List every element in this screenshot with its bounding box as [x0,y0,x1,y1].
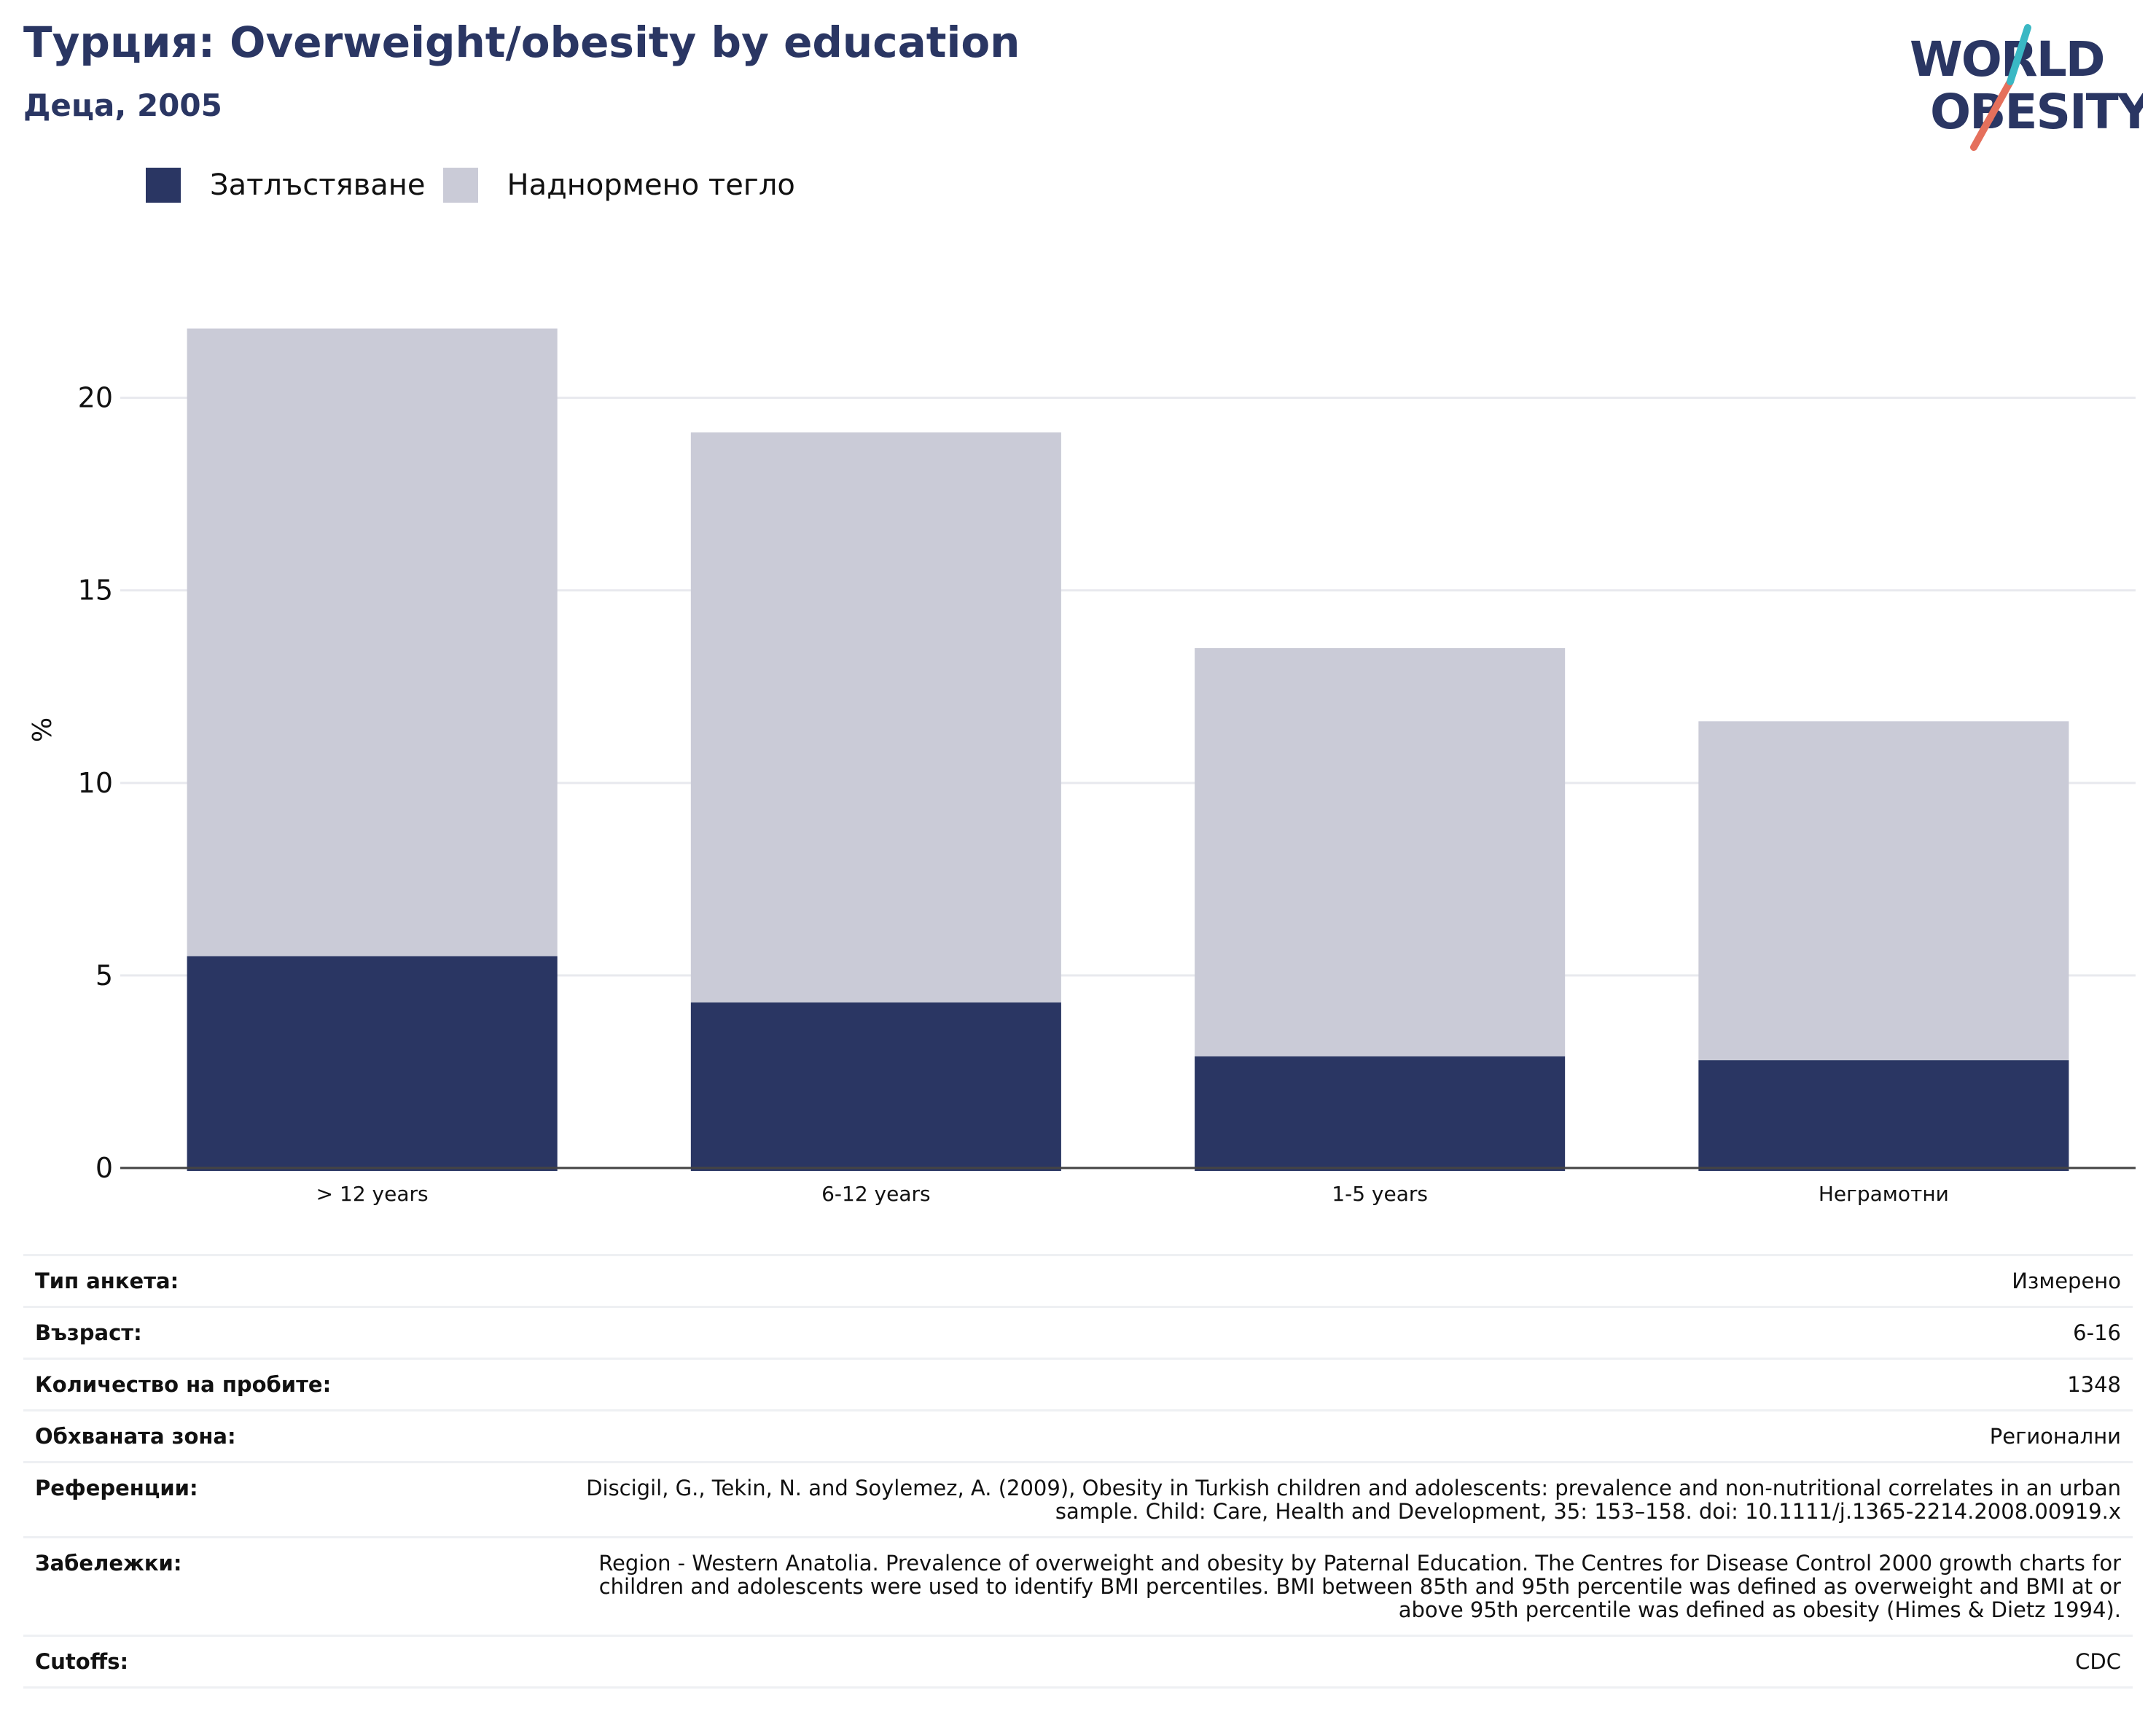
legend-item-obesity: Затлъстяване [146,168,426,203]
stacked-bar-chart: 0 5 10 15 20% > 12 years 6-12 years 1-5 years Не… [28,328,2136,1206]
meta-row-notes: Забележки: Region - Western Anatolia. Pr… [23,1536,2133,1635]
y-tick-label: 0 [95,1152,113,1184]
x-tick-label: > 12 years [316,1182,429,1206]
meta-label: Обхваната зона: [35,1424,236,1449]
bar-overweight [1195,647,1566,1056]
y-axis-label: % [28,717,58,742]
legend-swatch-overweight [442,168,478,203]
logo-slash-orange [1970,78,2014,151]
logo-slash-teal [2007,24,2031,85]
y-tick-label: 10 [78,767,113,799]
chart-legend: Затлъстяване Наднормено тегло [146,168,813,203]
meta-value: 6-16 [2073,1320,2121,1345]
meta-row-sample-size: Количество на пробите: 1348 [23,1358,2133,1409]
y-tick-label: 15 [78,575,113,607]
legend-label-overweight: Наднормено тегло [507,168,795,202]
legend-item-overweight: Наднормено тегло [442,168,795,203]
logo-word-world: WORLD [1910,31,2104,87]
meta-label: Възраст: [35,1320,142,1345]
x-tick-label: Неграмотни [1819,1182,1949,1206]
bar-obesity [1698,1060,2069,1171]
logo-word-obesity: OBESITY [1930,84,2143,140]
meta-row-area-covered: Обхваната зона: Регионални [23,1409,2133,1461]
meta-label: Cutoffs: [35,1649,129,1674]
meta-value: Region - Western Anatolia. Prevalence of… [598,1551,2121,1622]
bar-obesity [187,956,558,1171]
y-tick-label: 5 [95,959,113,992]
meta-label: Тип анкета: [35,1269,179,1293]
page-subtitle: Деца, 2005 [23,87,222,123]
meta-value: Регионални [1989,1424,2121,1449]
page-title: Турция: Overweight/obesity by education [23,17,1020,67]
meta-value: Discigil, G., Tekin, N. and Soylemez, A.… [586,1476,2121,1524]
meta-label: Референции: [35,1476,198,1500]
bar-obesity [1195,1056,1566,1171]
meta-row-references: Референции: Discigil, G., Tekin, N. and … [23,1461,2133,1536]
meta-row-age: Възраст: 6-16 [23,1306,2133,1358]
meta-row-survey-type: Тип анкета: Измерено [23,1254,2133,1306]
bar-overweight [1698,721,2069,1061]
meta-value: Измерено [2012,1269,2121,1293]
legend-swatch-obesity [146,168,181,203]
x-tick-label: 1-5 years [1332,1182,1428,1206]
meta-value: CDC [2075,1649,2121,1674]
bar-obesity [690,1002,1061,1171]
meta-label: Забележки: [35,1551,182,1576]
legend-label-obesity: Затлъстяване [210,168,426,202]
world-obesity-logo-icon: WORLD OBESITY [1910,24,2143,151]
meta-value: 1348 [2067,1372,2121,1397]
world-obesity-logo: WORLD OBESITY [1895,17,2143,156]
bar-overweight [690,432,1061,1002]
meta-label: Количество на пробите: [35,1372,332,1397]
survey-details-table: Тип анкета: Измерено Възраст: 6-16 Колич… [23,1254,2133,1689]
meta-row-cutoffs: Cutoffs: CDC [23,1635,2133,1689]
x-tick-label: 6-12 years [821,1182,931,1206]
bar-overweight [187,328,558,957]
y-tick-label: 20 [78,382,113,414]
